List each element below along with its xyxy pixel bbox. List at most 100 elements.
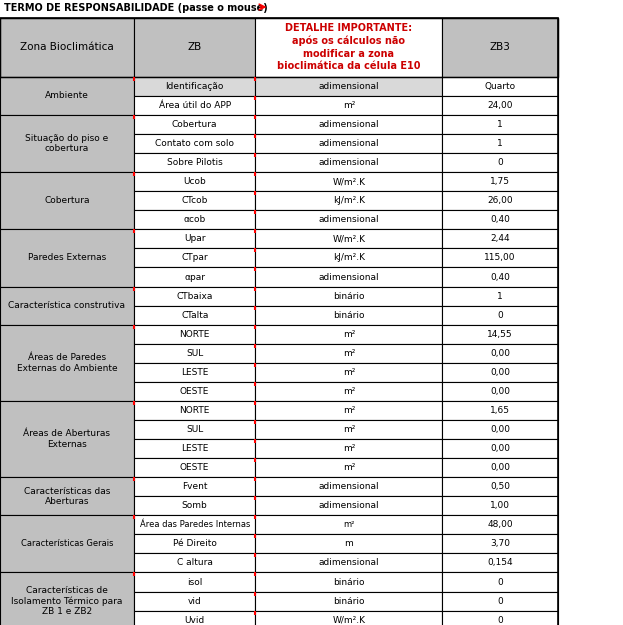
Bar <box>255 496 442 515</box>
Bar <box>255 401 442 420</box>
Text: 0,00: 0,00 <box>490 349 510 358</box>
Text: 26,00: 26,00 <box>487 196 513 205</box>
Text: Sobre Pilotis: Sobre Pilotis <box>167 158 222 167</box>
Bar <box>442 134 558 153</box>
Bar <box>255 611 442 625</box>
Bar <box>134 210 255 229</box>
Text: SUL: SUL <box>186 425 203 434</box>
Text: Áreas de Aberturas
Externas: Áreas de Aberturas Externas <box>24 429 110 449</box>
Text: m²: m² <box>343 387 355 396</box>
Bar <box>134 534 255 553</box>
Text: Característica construtiva: Característica construtiva <box>9 301 125 310</box>
Bar <box>442 611 558 625</box>
Bar <box>134 268 255 286</box>
Bar <box>134 420 255 439</box>
Bar <box>0 515 134 572</box>
Text: CTalta: CTalta <box>181 311 208 319</box>
Text: Upar: Upar <box>184 234 206 243</box>
Text: Situação do piso e
cobertura: Situação do piso e cobertura <box>26 134 108 153</box>
Bar <box>442 553 558 572</box>
Bar <box>0 477 134 515</box>
Text: Paredes Externas: Paredes Externas <box>28 254 106 262</box>
Bar <box>134 362 255 382</box>
Text: 0,00: 0,00 <box>490 444 510 453</box>
Bar <box>442 477 558 496</box>
Text: 1,00: 1,00 <box>490 501 510 510</box>
Bar <box>255 172 442 191</box>
Text: 1: 1 <box>497 292 503 301</box>
Text: 0,50: 0,50 <box>490 482 510 491</box>
Bar <box>255 248 442 268</box>
Bar <box>0 18 558 625</box>
Text: Cobertura: Cobertura <box>172 120 217 129</box>
Bar <box>134 248 255 268</box>
Text: OESTE: OESTE <box>180 387 209 396</box>
Text: Pé Direito: Pé Direito <box>173 539 217 548</box>
Text: 0,154: 0,154 <box>487 559 513 568</box>
Bar <box>442 572 558 591</box>
Bar <box>442 191 558 210</box>
Text: Ambiente: Ambiente <box>45 91 89 101</box>
Text: m²: m² <box>343 521 354 529</box>
Text: adimensional: adimensional <box>318 139 379 148</box>
Bar <box>442 77 558 96</box>
Text: W/m².K: W/m².K <box>333 177 365 186</box>
Bar <box>134 458 255 477</box>
Bar <box>442 268 558 286</box>
Text: 0,00: 0,00 <box>490 425 510 434</box>
Text: kJ/m².K: kJ/m².K <box>333 254 365 262</box>
Bar <box>134 115 255 134</box>
Bar <box>255 153 442 172</box>
Text: Área útil do APP: Área útil do APP <box>159 101 231 110</box>
Text: 14,55: 14,55 <box>487 330 513 339</box>
Text: m²: m² <box>343 330 355 339</box>
Bar <box>0 77 134 115</box>
Bar <box>134 324 255 344</box>
Bar <box>255 344 442 362</box>
Bar <box>255 191 442 210</box>
Text: 1: 1 <box>497 139 503 148</box>
Bar <box>255 210 442 229</box>
Text: vid: vid <box>188 597 202 606</box>
Bar <box>134 477 255 496</box>
Bar <box>442 515 558 534</box>
Text: OESTE: OESTE <box>180 463 209 472</box>
Bar <box>442 382 558 401</box>
Bar <box>0 324 134 401</box>
Bar <box>442 458 558 477</box>
Text: CTcob: CTcob <box>181 196 208 205</box>
Bar <box>0 572 134 625</box>
Text: 24,00: 24,00 <box>487 101 513 110</box>
Text: C altura: C altura <box>177 559 212 568</box>
Text: CTpar: CTpar <box>181 254 208 262</box>
Text: 1: 1 <box>497 120 503 129</box>
Bar <box>0 229 134 286</box>
Text: W/m².K: W/m².K <box>333 616 365 624</box>
Bar <box>134 496 255 515</box>
Bar <box>255 77 442 96</box>
Bar <box>134 553 255 572</box>
Bar <box>134 344 255 362</box>
Text: 0: 0 <box>497 578 503 586</box>
Bar <box>134 306 255 324</box>
Text: Contato com solo: Contato com solo <box>155 139 234 148</box>
Text: 48,00: 48,00 <box>487 521 513 529</box>
Text: Área das Paredes Internas: Área das Paredes Internas <box>140 521 250 529</box>
Text: adimensional: adimensional <box>318 559 379 568</box>
Bar <box>0 172 134 229</box>
Text: 0,00: 0,00 <box>490 387 510 396</box>
Text: αcob: αcob <box>184 216 206 224</box>
Text: adimensional: adimensional <box>318 272 379 281</box>
Bar <box>255 382 442 401</box>
Bar <box>442 362 558 382</box>
Bar <box>442 210 558 229</box>
Bar <box>255 115 442 134</box>
Text: Características Gerais: Características Gerais <box>21 539 113 548</box>
Text: m²: m² <box>343 406 355 415</box>
Text: 1,75: 1,75 <box>490 177 510 186</box>
Text: 0,40: 0,40 <box>490 272 510 281</box>
Bar <box>134 401 255 420</box>
Text: SUL: SUL <box>186 349 203 358</box>
Bar <box>255 268 442 286</box>
Bar <box>255 96 442 115</box>
